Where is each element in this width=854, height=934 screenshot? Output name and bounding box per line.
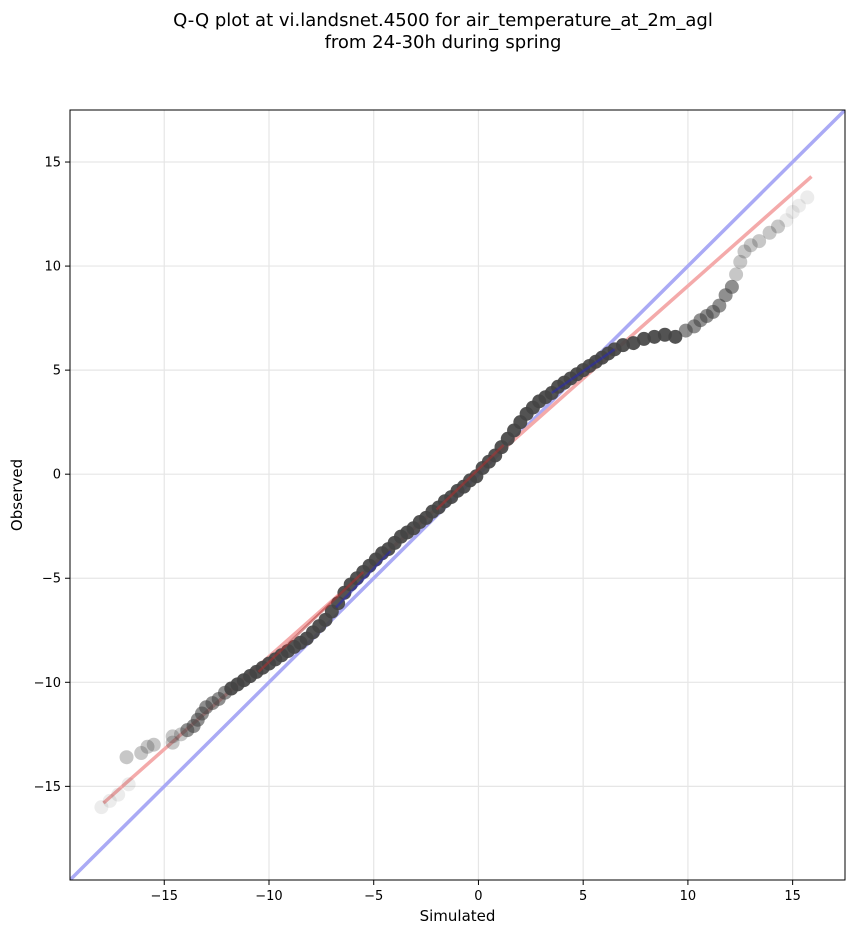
quantile-point	[636, 331, 651, 346]
x-tick-label: 10	[680, 889, 697, 904]
x-tick-label: −5	[364, 889, 383, 904]
quantile-point	[791, 198, 806, 213]
y-axis-label: Observed	[8, 459, 26, 531]
quantile-point	[785, 204, 800, 219]
core-highlight-lower-blue	[335, 550, 392, 609]
quantile-point	[729, 267, 744, 282]
x-tick-label: −10	[255, 889, 282, 904]
quantile-point	[743, 238, 758, 253]
quantile-point	[657, 327, 672, 342]
quantile-point	[165, 735, 180, 750]
y-tick-label: −15	[34, 780, 61, 795]
quantile-point	[668, 329, 683, 344]
quantile-point	[119, 750, 134, 765]
y-tick-label: 15	[44, 156, 61, 171]
x-tick-label: 0	[474, 889, 482, 904]
x-axis-ticks: −15 −10 −5 0 5 10 15	[151, 880, 801, 904]
quantile-point	[800, 190, 815, 205]
y-tick-label: 0	[53, 468, 61, 483]
quantile-point	[140, 739, 155, 754]
y-tick-label: −10	[34, 676, 61, 691]
quantile-point	[770, 219, 785, 234]
plot-frame	[69, 109, 846, 881]
y-tick-label: 5	[53, 364, 61, 379]
quantile-point	[165, 729, 180, 744]
quantile-point	[733, 254, 748, 269]
x-tick-label: 5	[579, 889, 587, 904]
quantile-point	[146, 737, 161, 752]
x-axis-label: Simulated	[420, 907, 496, 925]
quantile-point	[626, 336, 641, 351]
quantile-point	[779, 213, 794, 228]
quantile-point	[762, 225, 777, 240]
quantile-point	[111, 787, 126, 802]
core-highlight-upper	[551, 348, 616, 395]
quantile-point	[752, 234, 767, 249]
quantile-point	[94, 800, 109, 815]
core-highlight-lower	[257, 571, 365, 673]
x-tick-label: 15	[784, 889, 801, 904]
quantile-point	[737, 244, 752, 259]
gridlines	[70, 110, 845, 880]
quantile-point	[121, 777, 136, 792]
quantile-point	[134, 746, 149, 761]
chart-title-line-2: from 24-30h during spring	[325, 32, 562, 53]
chart-title-group: Q-Q plot at vi.landsnet.4500 for air_tem…	[173, 10, 713, 53]
core-highlight-center	[435, 444, 505, 511]
x-tick-label: −15	[151, 889, 178, 904]
quantile-point	[712, 298, 727, 313]
quantile-point	[615, 338, 630, 353]
chart-title-line-1: Q-Q plot at vi.landsnet.4500 for air_tem…	[173, 10, 713, 31]
y-tick-label: −5	[42, 572, 61, 587]
quantile-point	[102, 793, 117, 808]
quantile-point	[724, 279, 739, 294]
quantile-points	[94, 190, 815, 815]
y-axis-ticks: −15 −10 −5 0 5 10 15	[34, 156, 70, 795]
y-tick-label: 10	[44, 260, 61, 275]
quantile-point	[647, 329, 662, 344]
